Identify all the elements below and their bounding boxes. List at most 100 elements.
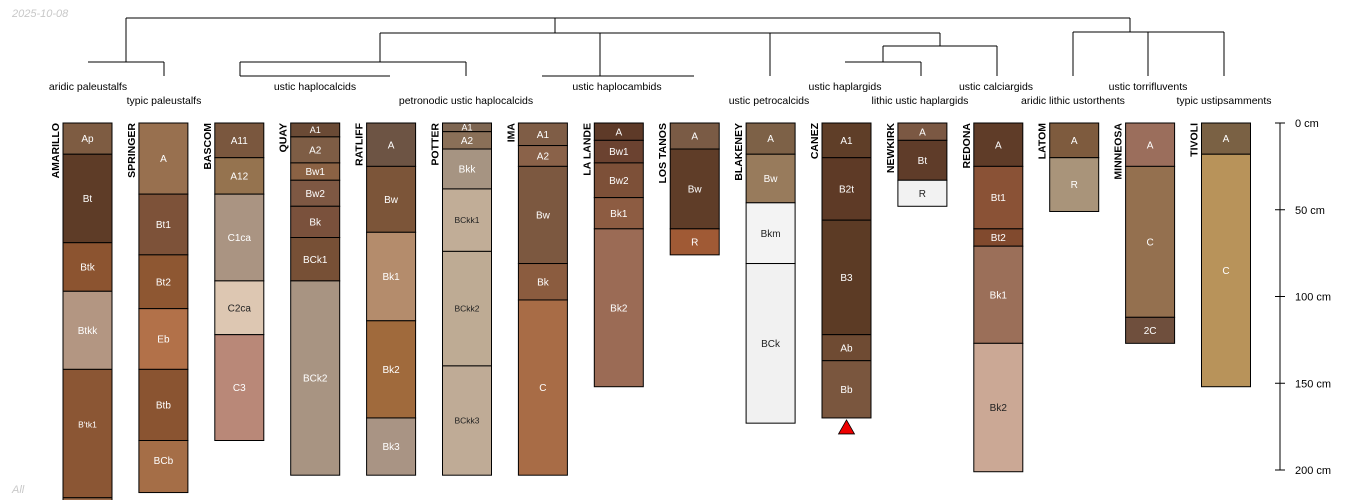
profile-springer: SPRINGER A Bt1 Bt2 Eb Btb BCb [126,122,189,494]
horizon-label: C [1146,237,1153,248]
horizon [290,205,341,239]
horizon-label: A [615,127,622,138]
horizon [214,334,265,442]
horizon [973,165,1024,230]
horizon-label: A2 [461,136,474,147]
profile-blakeney: BLAKENEY A Bw Bkm BCk [733,122,796,424]
horizon-label: Bt [918,156,928,167]
profile-name: IMA [505,123,517,143]
horizon [1201,153,1251,388]
horizon-label: R [1071,180,1078,191]
horizon-label: Bk1 [610,209,628,220]
horizon [821,360,872,419]
horizon-label: Btkk [78,326,98,337]
group-label: ustic haplocambids [572,81,661,93]
depth-axis: 0 cm 50 cm 100 cm 150 cm 200 cm [1275,118,1331,477]
horizon-label: B2t [839,185,854,196]
horizon-label: A1 [310,125,321,135]
horizon-label: Bk1 [990,290,1008,301]
horizon [669,122,720,150]
horizon-label: BCkk2 [454,304,479,314]
profile-latom: LATOM A R [1037,122,1100,212]
profile-los-tanos: LOS TANOS A Bw R [657,122,720,256]
profile-name: POTTER [430,123,442,166]
horizon [821,157,872,221]
horizon [1125,165,1176,318]
horizon-label: BCkk1 [454,215,479,225]
horizon-label: 2C [1144,326,1157,337]
horizon-label: Bk [537,277,550,288]
horizon-label: Bw2 [305,189,325,200]
axis-tick-label: 200 cm [1295,465,1331,477]
profile-ima: IMA A1 A2 Bw Bk C [505,122,568,476]
horizon-label: A [1147,140,1154,151]
profile-redona: REDONA A Bt1 Bt2 Bk1 Bk2 [961,122,1024,473]
horizon-label: C [539,383,546,394]
horizon-label: C [1222,266,1229,277]
horizon [1049,157,1100,212]
profile-quay: QUAY A1 A2 Bw1 Bw2 Bk BCk1 BCk2 [278,122,341,476]
horizon-label: Bw2 [609,176,629,187]
group-label: ustic torrifluvents [1109,81,1188,93]
horizon-label: Eb [157,335,170,346]
horizon-label: Bk2 [990,403,1008,414]
horizon [62,242,113,292]
horizon [366,417,417,476]
profile-name: SPRINGER [126,123,138,178]
horizon [745,202,796,265]
horizon [1125,316,1176,344]
horizon-label: Bw [764,174,779,185]
horizon [745,122,796,155]
horizon-label: Bw [384,195,399,206]
horizon [214,193,265,282]
profile-name: LOS TANOS [657,123,669,183]
horizon-label: BCk [761,339,781,350]
footer-label: All [12,484,25,496]
horizon [214,122,265,159]
axis-tick-label: 0 cm [1295,118,1319,130]
profiles: AMARILLO Ap Bt Btk Btkk B'tk1 SPRINGER A Bt1 Bt2 E… [50,122,1251,500]
horizon-label: Bk1 [382,272,400,283]
horizon-label: A [388,140,395,151]
horizon [442,365,492,476]
horizon-label: A1 [537,130,550,141]
horizon-label: A12 [230,172,248,183]
profile-name: MINNEOSA [1113,123,1125,180]
horizon-label: Bw [536,211,551,222]
profile-name: RATLIFF [354,122,366,166]
horizon [745,263,796,424]
axis-tick-label: 100 cm [1295,292,1331,304]
axis-tick-label: 50 cm [1295,205,1325,217]
horizon [62,497,113,500]
horizon-label: Btb [156,401,171,412]
horizon [62,290,113,370]
profile-name: TIVOLI [1189,123,1201,157]
horizon-label: A1 [840,136,853,147]
horizon [517,299,568,476]
horizon [366,122,417,167]
horizon-label: Bt1 [991,193,1006,204]
bottom-marker-triangle [837,419,856,435]
horizon [821,334,872,362]
date-label: 2025-10-08 [12,8,69,20]
horizon [442,148,492,190]
horizon [593,197,644,230]
horizon [62,368,113,499]
axis-tick-label: 150 cm [1295,378,1331,390]
profile-la-lande: LA LANDE A Bw1 Bw2 Bk1 Bk2 [581,122,644,388]
profile-name: REDONA [961,123,973,169]
horizon-label: Bt1 [156,220,171,231]
profile-minneosa: MINNEOSA A C 2C [1113,122,1176,344]
group-label: typic ustipsamments [1176,95,1271,107]
profile-name: LATOM [1037,123,1049,160]
horizon-label: Bt2 [156,277,171,288]
horizon [442,250,492,367]
horizon [442,188,492,252]
horizon [517,165,568,265]
horizon-label: Ab [840,343,853,354]
profile-name: BASCOM [202,123,214,170]
group-label: petronodic ustic haplocalcids [399,95,533,107]
horizon [366,320,417,419]
group-label: ustic haplocalcids [274,81,356,93]
